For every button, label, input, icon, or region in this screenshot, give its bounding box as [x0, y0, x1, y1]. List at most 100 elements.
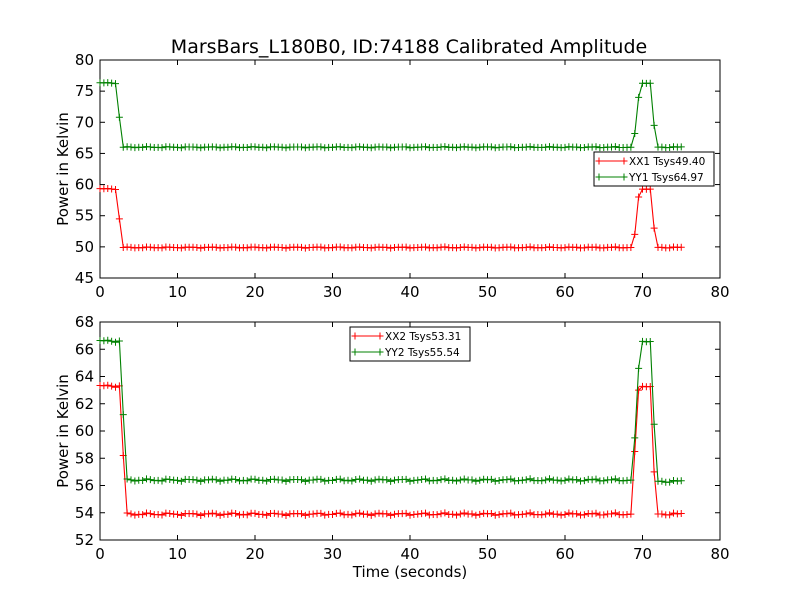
data-point-marker: [422, 243, 429, 251]
data-point-marker: [491, 511, 499, 519]
y-tick-label: 60: [75, 422, 94, 440]
data-point-marker: [177, 144, 185, 152]
data-point-marker: [336, 143, 344, 151]
data-point-marker: [592, 143, 600, 151]
data-point-marker: [232, 143, 240, 151]
data-point-marker: [557, 477, 565, 485]
data-point-marker: [177, 244, 185, 252]
y-tick-label: 65: [75, 144, 94, 162]
x-tick-label: 10: [168, 545, 187, 563]
data-point-marker: [139, 477, 147, 485]
x-tick-label: 30: [323, 545, 342, 563]
data-point-marker: [650, 224, 658, 232]
data-point-marker: [212, 243, 220, 251]
data-point-marker: [236, 511, 243, 519]
data-point-marker: [251, 475, 259, 483]
data-point-marker: [189, 476, 197, 484]
data-point-marker: [402, 143, 410, 151]
bottom-plot: 0 10 20 30 40 50 60 70 80 52 54 56 58 60 62 64 66 68 Power…: [54, 313, 730, 581]
y-tick-label: 68: [75, 313, 94, 331]
y-tick-label: 75: [75, 82, 94, 100]
data-point-marker: [580, 143, 588, 151]
data-point-marker: [507, 509, 515, 517]
data-point-marker: [282, 144, 290, 152]
data-point-marker: [592, 475, 600, 483]
data-point-marker: [119, 243, 127, 251]
data-point-marker: [542, 510, 550, 518]
data-point-marker: [298, 243, 305, 251]
y-tick-label: 58: [75, 449, 94, 467]
data-point-marker: [278, 243, 286, 251]
data-point-marker: [677, 243, 685, 251]
data-point-marker: [588, 510, 596, 518]
data-point-marker: [666, 244, 674, 252]
data-point-marker: [526, 143, 534, 151]
series-xx1: [96, 185, 685, 252]
data-point-marker: [449, 476, 457, 484]
data-point-marker: [553, 476, 561, 484]
y-tick-label: 54: [75, 504, 94, 522]
data-point-marker: [356, 475, 364, 483]
data-point-marker: [441, 475, 449, 483]
data-point-marker: [565, 509, 573, 517]
data-point-marker: [146, 510, 154, 518]
y-axis-label: Power in Kelvin: [54, 374, 72, 488]
data-point-marker: [627, 143, 635, 151]
data-point-marker: [635, 93, 643, 101]
x-tick-label: 60: [555, 545, 574, 563]
data-point-marker: [507, 243, 515, 251]
data-point-marker: [650, 121, 658, 129]
legend-label: YY2 Tsys55.54: [384, 347, 460, 359]
data-point-marker: [487, 143, 495, 151]
data-point-marker: [329, 476, 336, 484]
data-point-marker: [561, 510, 569, 518]
data-point-marker: [635, 193, 643, 201]
data-point-marker: [546, 509, 553, 517]
data-point-marker: [363, 476, 371, 484]
data-point-marker: [468, 243, 476, 251]
data-point-marker: [627, 510, 635, 518]
data-point-marker: [580, 511, 588, 519]
data-point-marker: [243, 244, 251, 252]
legend-marker: [620, 173, 628, 181]
top-plot: 0 10 20 30 40 50 60 70 80 45 50 55 60 65 70 75 80 Power i…: [54, 51, 730, 301]
data-point-marker: [391, 510, 398, 518]
x-tick-label: 70: [633, 283, 652, 301]
x-tick-label: 0: [95, 283, 105, 301]
legend-label: XX2 Tsys53.31: [385, 331, 461, 343]
data-point-marker: [422, 475, 429, 483]
data-point-marker: [224, 510, 232, 518]
data-point-marker: [356, 509, 364, 517]
data-point-marker: [166, 475, 174, 483]
data-point-marker: [363, 510, 371, 518]
data-point-marker: [112, 80, 119, 88]
data-point-marker: [112, 383, 119, 391]
data-point-marker: [344, 510, 352, 518]
data-point-marker: [224, 244, 232, 252]
x-tick-label: 80: [710, 283, 729, 301]
x-tick-label: 20: [245, 283, 264, 301]
data-point-marker: [387, 511, 395, 519]
data-point-marker: [301, 477, 309, 485]
data-point-marker: [356, 243, 364, 251]
series-yy1: [96, 79, 685, 152]
x-tick-label: 10: [168, 283, 187, 301]
data-point-marker: [243, 144, 251, 152]
data-point-marker: [336, 509, 344, 517]
x-tick-label: 40: [400, 283, 419, 301]
legend-marker: [620, 157, 628, 165]
data-point-marker: [154, 476, 162, 484]
data-point-marker: [216, 144, 224, 152]
data-point-marker: [208, 475, 216, 483]
data-point-marker: [677, 509, 685, 517]
data-point-marker: [197, 511, 205, 519]
data-point-marker: [371, 510, 379, 518]
legend: XX2 Tsys53.31 YY2 Tsys55.54: [349, 326, 471, 362]
data-point-marker: [592, 509, 600, 517]
data-point-marker: [232, 243, 240, 251]
data-point-marker: [127, 476, 135, 484]
data-point-marker: [441, 143, 449, 151]
data-point-marker: [441, 509, 449, 517]
data-point-marker: [666, 478, 674, 486]
data-point-marker: [449, 510, 457, 518]
